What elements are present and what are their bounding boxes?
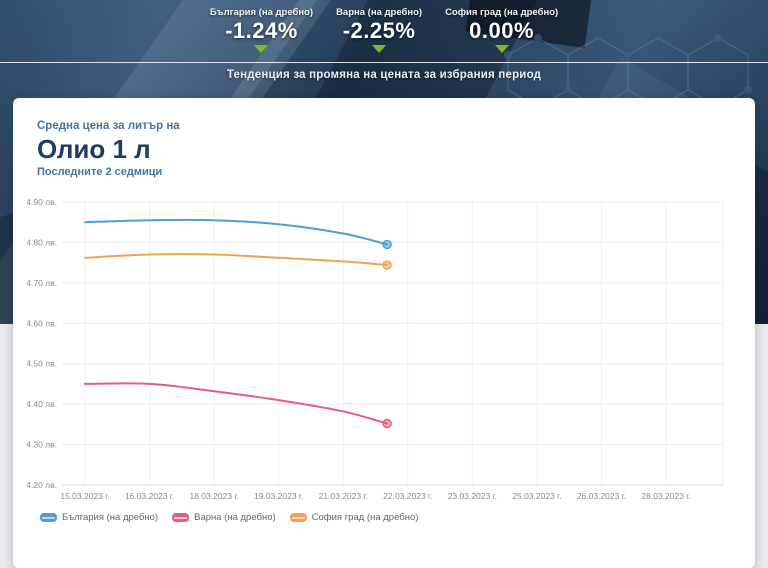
svg-text:4.40 лв.: 4.40 лв. [27,399,57,409]
chart-legend: България (на дребно) Варна (на дребно) С… [40,512,418,523]
legend-pill-icon [40,513,57,522]
price-card: Средна цена за литър на Олио 1 л Последн… [13,98,755,568]
svg-text:4.60 лв.: 4.60 лв. [27,318,57,328]
stat-sofia-value: 0.00% [469,18,535,43]
legend-label: София град (на дребно) [311,512,419,523]
series-end-marker[interactable] [382,260,392,270]
stat-varna-value: -2.25% [342,18,416,43]
stat-bulgaria: България (на дребно) -1.24% [209,7,314,54]
svg-text:18.03.2023 г.: 18.03.2023 г. [189,491,238,501]
legend-pill-icon [289,513,307,522]
svg-text:4.70 лв.: 4.70 лв. [27,278,57,288]
svg-text:26.03.2023 г.: 26.03.2023 г. [577,491,626,501]
card-subtitle: Последните 2 седмици [37,166,163,178]
trend-down-icon [254,45,269,54]
card-pretitle: Средна цена за литър на [37,120,180,132]
stat-bulgaria-label: България (на дребно) [209,7,314,18]
hero-subtitle: Тенденция за промяна на цената за избран… [226,69,542,81]
stat-sofia-label: София град (на дребно) [445,7,559,18]
svg-text:4.50 лв.: 4.50 лв. [27,359,57,369]
svg-text:4.90 лв.: 4.90 лв. [27,197,57,207]
series-end-marker[interactable] [382,239,392,250]
svg-text:23.03.2023 г.: 23.03.2023 г. [448,491,497,501]
trend-stats: България (на дребно) -1.24% Варна (на др… [0,7,768,54]
stat-varna-label: Варна (на дребно) [336,7,423,18]
svg-text:4.20 лв.: 4.20 лв. [27,480,57,490]
svg-text:21.03.2023 г.: 21.03.2023 г. [319,491,368,501]
series-end-marker[interactable] [382,418,392,429]
svg-text:4.30 лв.: 4.30 лв. [27,440,57,450]
legend-item-varna[interactable]: Варна (на дребно) [172,512,276,523]
svg-text:25.03.2023 г.: 25.03.2023 г. [512,491,561,501]
stat-varna: Варна (на дребно) -2.25% [329,7,429,54]
trend-down-icon [372,45,387,54]
svg-text:28.03.2023 г.: 28.03.2023 г. [641,491,690,501]
svg-text:16.03.2023 г.: 16.03.2023 г. [125,491,174,501]
legend-item-bulgaria[interactable]: България (на дребно) [40,512,158,523]
legend-label: България (на дребно) [62,512,159,523]
stat-sofia: София град (на дребно) 0.00% [445,7,559,54]
legend-label: Варна (на дребно) [194,512,276,523]
page-title: Олио 1 л [37,134,151,164]
hero-divider [0,62,768,63]
svg-text:19.03.2023 г.: 19.03.2023 г. [254,491,303,501]
trend-down-icon [494,45,509,54]
legend-item-sofia[interactable]: София град (на дребно) [289,512,419,523]
svg-text:4.80 лв.: 4.80 лв. [27,237,57,247]
legend-pill-icon [172,513,190,522]
svg-text:22.03.2023 г.: 22.03.2023 г. [383,491,432,501]
stat-bulgaria-value: -1.24% [225,18,298,43]
price-chart[interactable]: 4.90 лв. 4.80 лв. 4.70 лв. 4.60 лв. 4.50 лв.… [27,193,741,505]
svg-text:15.03.2023 г.: 15.03.2023 г. [60,491,109,501]
